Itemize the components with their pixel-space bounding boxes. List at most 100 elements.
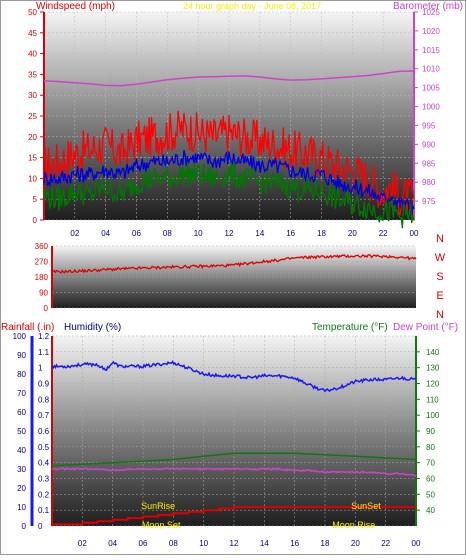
humidity-y-tick-label: 70 [17,389,26,398]
series-wind_avg-line [43,149,415,216]
chart-title: 24 hour graph day - June 08, 2017 [183,1,321,11]
climate-x-tick-label: 14 [260,539,269,548]
series-dew-line [51,467,417,477]
climate-x-tick-label: 04 [108,539,117,548]
series-gust-line [43,110,415,216]
rain-y-tick-label: 0.4 [38,459,50,468]
wind-x-tick-label: 00 [410,229,419,238]
baro-y-tick-label: 1010 [422,65,440,74]
dew-axis-title: Dew Point (°F) [393,322,458,333]
humidity-y-tick-label: 10 [17,503,26,512]
wind-y-tick-label: 45 [28,29,37,38]
wind-x-tick-label: 18 [317,229,326,238]
baro-y-tick-label: 995 [422,121,436,130]
baro-y-tick-label: 990 [422,140,436,149]
climate-x-tick-label: 22 [381,539,390,548]
wind-x-tick-label: 08 [163,229,172,238]
rain-axis-title: Rainfall (.in) [1,322,54,333]
compass-label: S [436,271,443,283]
dir-y-tick-label: 90 [39,289,48,298]
humidity-y-tick-label: 100 [13,332,27,341]
humidity-axis-title: Humidity (%) [64,322,121,333]
series-rain-line [52,506,416,526]
rain-y-tick-label: 0.7 [38,411,50,420]
dir-y-tick-label: 180 [35,273,49,282]
temp-axis-title: Temperature (°F) [312,322,388,333]
compass-label: N [436,309,444,321]
climate-x-tick-label: 12 [230,539,239,548]
rain-y-tick-label: 0.6 [38,427,50,436]
series-wind_low-line [43,162,415,229]
temp-y-tick-label: 80 [426,443,435,452]
humidity-y-tick-label: 20 [17,484,26,493]
wind-y-tick-label: 15 [28,154,37,163]
baro-y-tick-label: 980 [422,178,436,187]
rain-y-tick-label: 0 [38,522,43,531]
wind-y-tick-label: 25 [28,112,37,121]
dir-y-tick-label: 270 [35,258,49,267]
baro-y-tick-label: 1000 [422,103,440,112]
temp-y-tick-label: 130 [426,364,440,373]
wind-y-tick-label: 35 [28,70,37,79]
wind-x-tick-label: 22 [379,229,388,238]
temp-y-tick-label: 140 [426,348,440,357]
temp-y-tick-label: 100 [426,411,440,420]
series-baro-line [43,70,415,87]
temp-y-tick-label: 90 [426,427,435,436]
series-temp-line [51,452,417,467]
baro-y-tick-label: 1025 [422,8,440,17]
compass-label: E [436,290,443,302]
rain-y-tick-label: 0.3 [38,475,50,484]
wind-y-tick-label: 50 [28,8,37,17]
wind-y-tick-label: 20 [28,133,37,142]
rain-y-tick-label: 1.2 [38,332,50,341]
humidity-y-tick-label: 0 [22,522,27,531]
climate-x-tick-label: 08 [169,539,178,548]
temp-y-tick-label: 60 [426,475,435,484]
temp-y-tick-label: 50 [426,490,435,499]
series-direction-line [51,254,417,274]
baro-y-tick-label: 1020 [422,27,440,36]
climate-x-tick-label: 00 [412,539,421,548]
climate-x-tick-label: 10 [199,539,208,548]
baro-axis-title: Barometer (mb) [393,1,463,12]
wind-y-tick-label: 5 [33,195,38,204]
wind-y-tick-label: 10 [28,174,37,183]
dir-y-tick-label: 0 [44,304,49,313]
wind-x-tick-label: 16 [286,229,295,238]
humidity-y-tick-label: 50 [17,427,26,436]
wind-y-tick-label: 0 [33,216,38,225]
series-humidity-line [51,360,416,393]
wind-x-tick-label: 20 [348,229,357,238]
wind-x-tick-label: 12 [225,229,234,238]
rain-y-tick-label: 0.9 [38,380,50,389]
temp-y-tick-label: 70 [426,459,435,468]
rain-y-tick-label: 0.5 [38,443,50,452]
climate-x-tick-label: 18 [321,539,330,548]
climate-x-tick-label: 02 [78,539,87,548]
temp-y-tick-label: 110 [426,395,439,404]
baro-y-tick-label: 975 [422,197,436,206]
wind-axis-title: Windspeed (mph) [36,1,115,12]
rain-y-tick-label: 0.2 [38,490,50,499]
moonrise-label: Moon Rise [332,520,375,530]
temp-y-tick-label: 40 [426,506,435,515]
baro-y-tick-label: 1005 [422,84,440,93]
humidity-y-tick-label: 30 [17,465,26,474]
wind-x-tick-label: 06 [132,229,141,238]
rain-y-tick-label: 1.1 [38,348,50,357]
humidity-y-tick-label: 80 [17,370,26,379]
humidity-y-tick-label: 90 [17,351,26,360]
sunrise-label: SunRise [141,501,175,511]
rain-y-tick-label: 0.8 [38,395,50,404]
wind-x-tick-label: 02 [70,229,79,238]
wind-y-tick-label: 40 [28,50,37,59]
climate-x-tick-label: 06 [139,539,148,548]
baro-y-tick-label: 985 [422,159,436,168]
rain-y-tick-label: 0.1 [38,506,50,515]
sunset-label: SunSet [351,501,381,511]
wind-x-tick-label: 04 [101,229,110,238]
